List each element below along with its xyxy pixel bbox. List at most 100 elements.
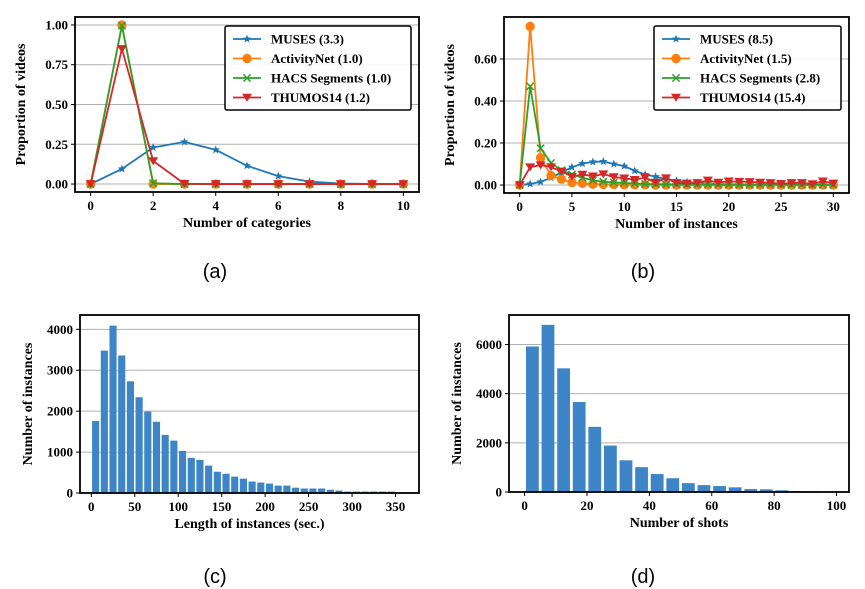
legend-marker-icon xyxy=(671,93,681,102)
panel-caption: (a) xyxy=(203,261,227,283)
x-tick-label: 0 xyxy=(521,498,528,513)
panel-caption: (c) xyxy=(203,566,226,588)
panel-b-line-chart: MUSES (8.5) ActivityNet (1.5) HACS Segment… xyxy=(443,16,850,283)
legend-marker-icon xyxy=(242,34,252,43)
bar xyxy=(196,459,204,493)
y-tick-label: 0.25 xyxy=(45,137,68,152)
legend-box xyxy=(653,25,842,111)
x-tick-label: 60 xyxy=(705,498,718,513)
x-tick-label: 30 xyxy=(827,199,840,214)
data-point xyxy=(620,178,629,188)
x-tick-label: 10 xyxy=(397,198,410,213)
x-tick-label: 5 xyxy=(569,199,576,214)
legend-label: ActivityNet (1.0) xyxy=(271,51,363,66)
x-tick-label: 0 xyxy=(87,198,94,213)
data-point xyxy=(786,179,797,188)
data-point xyxy=(117,164,127,173)
x-axis-label: Number of shots xyxy=(630,516,729,531)
data-point xyxy=(713,178,724,187)
x-tick-label: 300 xyxy=(342,499,362,514)
bar xyxy=(728,487,742,492)
data-point xyxy=(776,180,787,189)
bar xyxy=(179,450,187,493)
x-tick-label: 350 xyxy=(386,499,406,514)
x-tick-label: 80 xyxy=(768,498,781,513)
bar xyxy=(759,489,773,492)
data-point xyxy=(587,172,598,181)
bar xyxy=(713,486,726,492)
legend-entry: HACS Segments (2.8) xyxy=(662,71,820,86)
bar xyxy=(318,488,326,493)
data-point xyxy=(692,179,703,188)
y-tick-label: 2000 xyxy=(476,435,502,450)
legend-entry: MUSES (3.3) xyxy=(233,32,344,47)
legend-label: THUMOS14 (15.4) xyxy=(700,90,805,105)
legend-marker-icon xyxy=(242,73,252,83)
legend-label: MUSES (3.3) xyxy=(271,32,344,47)
y-tick-label: 0 xyxy=(496,485,503,500)
axes-frame xyxy=(508,314,850,493)
bar xyxy=(326,489,334,493)
data-point xyxy=(641,179,650,189)
legend-entry: HACS Segments (1.0) xyxy=(233,71,391,86)
data-point xyxy=(149,143,158,152)
panel-d-bar-chart: 0 20 40 60 80 100 0 2000 4000 6000 Number of shots… xyxy=(450,314,850,588)
y-tick-label: 0.75 xyxy=(45,57,68,72)
x-tick-label: 50 xyxy=(128,499,141,514)
data-point xyxy=(210,180,221,189)
data-point xyxy=(599,177,608,186)
y-axis-label: Number of instances xyxy=(21,342,36,465)
legend-marker-icon xyxy=(671,73,681,83)
data-point xyxy=(598,170,609,179)
data-point xyxy=(577,170,588,179)
legend-label: THUMOS14 (1.2) xyxy=(271,90,370,105)
bar xyxy=(205,465,213,493)
legend-box xyxy=(224,25,412,111)
data-point xyxy=(765,179,776,188)
data-point xyxy=(681,179,692,188)
data-point xyxy=(620,161,629,170)
data-point xyxy=(796,179,807,188)
y-tick-label: 0.50 xyxy=(45,97,68,112)
data-point xyxy=(367,180,378,189)
x-axis-label: Length of instances (sec.) xyxy=(174,517,324,532)
bar xyxy=(309,488,317,493)
x-tick-label: 25 xyxy=(775,199,789,214)
x-tick-label: 20 xyxy=(580,498,593,513)
series-thumos14 xyxy=(514,161,839,190)
y-axis-label: Proportion of videos xyxy=(14,43,29,165)
y-tick-label: 4000 xyxy=(47,322,73,337)
y-tick-label: 3000 xyxy=(47,363,73,378)
panel-caption: (d) xyxy=(631,566,655,588)
data-point xyxy=(630,166,639,175)
data-point xyxy=(599,157,608,166)
y-tick-label: 0.00 xyxy=(474,178,497,193)
data-point xyxy=(588,157,598,166)
data-point xyxy=(556,167,567,176)
data-point xyxy=(702,176,713,185)
y-tick-label: 2000 xyxy=(47,404,73,419)
y-tick-label: 1.00 xyxy=(45,17,68,32)
x-tick-label: 150 xyxy=(212,499,232,514)
data-point xyxy=(828,179,839,188)
bar xyxy=(187,457,195,493)
x-tick-label: 20 xyxy=(722,199,735,214)
data-point xyxy=(807,180,818,189)
data-point xyxy=(744,178,755,187)
data-point xyxy=(273,180,284,189)
bar xyxy=(152,421,161,493)
axes-frame xyxy=(79,314,420,494)
data-point xyxy=(526,82,535,91)
y-tick-label: 0 xyxy=(67,486,74,501)
data-point xyxy=(514,181,525,190)
bar xyxy=(681,483,695,492)
legend-entry: ActivityNet (1.0) xyxy=(233,51,363,66)
x-tick-label: 8 xyxy=(338,198,345,213)
bar xyxy=(239,478,247,493)
data-point xyxy=(398,180,409,189)
bar xyxy=(744,489,758,492)
data-point xyxy=(535,161,546,170)
bar xyxy=(666,478,680,492)
data-point xyxy=(335,180,346,189)
bar xyxy=(526,346,539,492)
